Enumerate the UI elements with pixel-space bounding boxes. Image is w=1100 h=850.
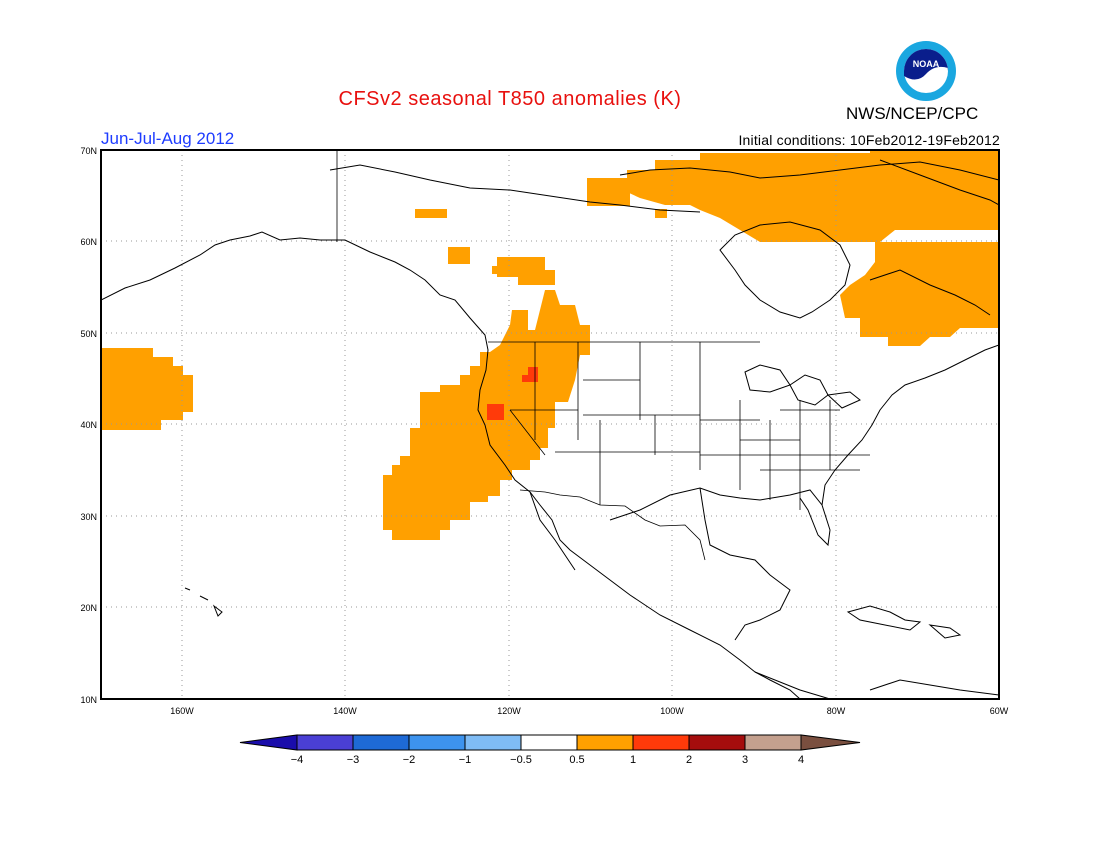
anomaly-region-us-west-coast — [383, 290, 590, 540]
chart-title: CFSv2 seasonal T850 anomalies (K) — [338, 88, 682, 110]
lon-tick-labels: 160W 140W 120W 100W 80W 60W — [170, 706, 1009, 716]
lon-tick-label: 80W — [827, 706, 846, 716]
colorbar-label: −3 — [347, 754, 360, 766]
colorbar-label: −0.5 — [510, 754, 532, 766]
initial-conditions-label: Initial conditions: 10Feb2012-19Feb2012 — [738, 132, 1000, 148]
colorbar-box — [408, 734, 466, 751]
lat-tick-label: 20N — [80, 603, 97, 613]
colorbar-box — [296, 734, 354, 751]
lat-tick-label: 30N — [80, 512, 97, 522]
colorbar-label: 1 — [630, 754, 636, 766]
colorbar-label: −1 — [459, 754, 472, 766]
anomaly-shading — [101, 150, 999, 540]
colorbar-label: 3 — [742, 754, 748, 766]
lat-tick-label: 50N — [80, 329, 97, 339]
lon-tick-label: 140W — [333, 706, 357, 716]
svg-text:NOAA: NOAA — [913, 59, 940, 69]
season-label: Jun-Jul-Aug 2012 — [101, 129, 235, 148]
map-frame — [100, 149, 1000, 700]
coastlines — [101, 159, 999, 699]
colorbar-box — [688, 734, 746, 751]
colorbar-box — [352, 734, 410, 751]
political-borders — [336, 150, 870, 561]
lat-tick-label: 40N — [80, 420, 97, 430]
anomaly-region-northeast-pacific — [101, 348, 193, 430]
colorbar-label: 2 — [686, 754, 692, 766]
anomaly-region-oregon-hotspot — [487, 404, 504, 420]
colorbar-label: −4 — [291, 754, 304, 766]
colorbar-arrow-low — [239, 734, 298, 751]
noaa-logo: NOAA — [896, 41, 956, 101]
credit-label: NWS/NCEP/CPC — [846, 104, 979, 123]
colorbar-label: −2 — [403, 754, 416, 766]
lat-tick-labels: 70N 60N 50N 40N 30N 20N 10N — [80, 146, 97, 705]
colorbar-box — [464, 734, 522, 751]
lon-tick-label: 160W — [170, 706, 194, 716]
lat-tick-label: 10N — [80, 695, 97, 705]
anomaly-region-northern-canada — [627, 150, 999, 242]
lon-tick-label: 60W — [990, 706, 1009, 716]
lon-tick-label: 120W — [497, 706, 521, 716]
anomaly-region-eastern-canada — [840, 242, 999, 346]
colorbar-box — [744, 734, 802, 751]
colorbar-arrow-high — [800, 734, 861, 751]
colorbar-box — [576, 734, 634, 751]
colorbar-label: 4 — [798, 754, 804, 766]
lat-tick-label: 70N — [80, 146, 97, 156]
lon-tick-label: 100W — [660, 706, 684, 716]
colorbar-box — [520, 734, 578, 751]
colorbar-label: 0.5 — [569, 754, 584, 766]
colorbar-box — [632, 734, 690, 751]
lat-tick-label: 60N — [80, 237, 97, 247]
anomaly-region-idaho-hotspot — [522, 367, 538, 382]
